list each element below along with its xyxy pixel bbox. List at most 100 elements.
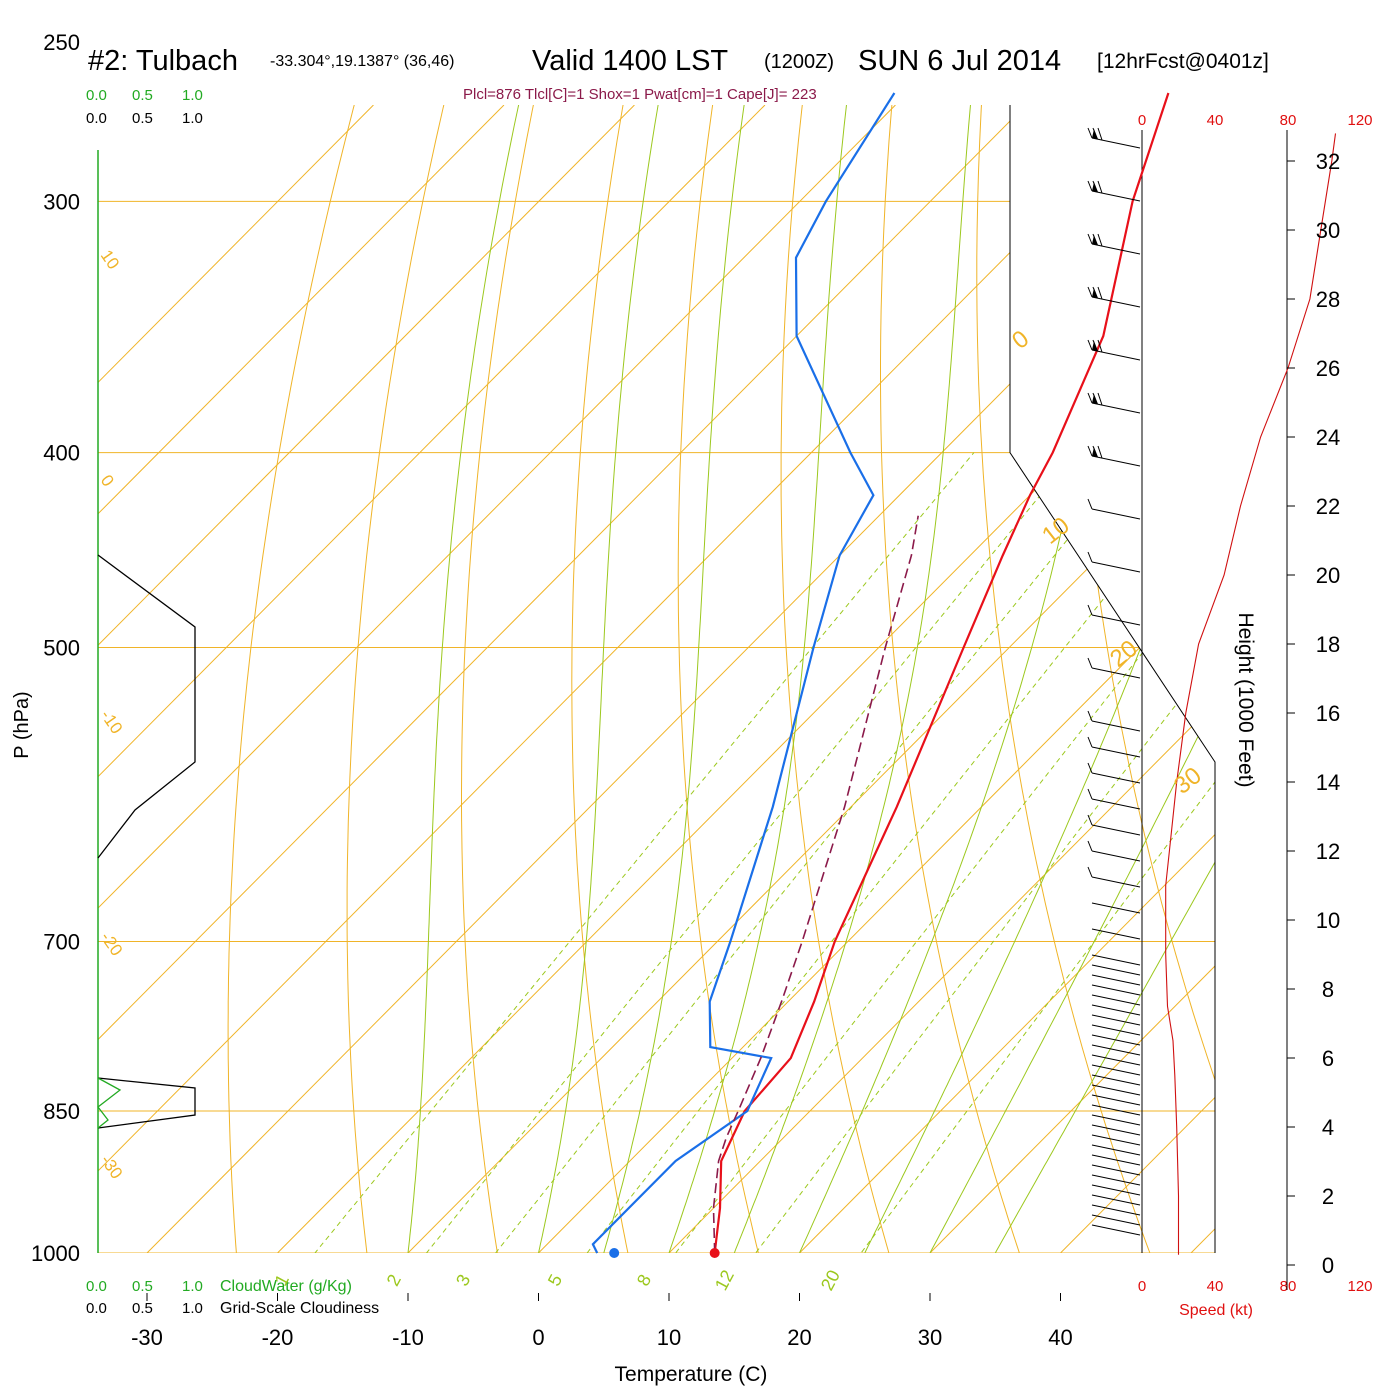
speed-axis-label: Speed (kt) xyxy=(1179,1302,1253,1319)
wind-barb-feather xyxy=(1087,392,1093,404)
pressure-tick-label: 1000 xyxy=(31,1241,80,1266)
cloud-water-line xyxy=(97,1077,122,1129)
height-tick-label: 0 xyxy=(1322,1253,1334,1278)
wind-barb-staff xyxy=(1091,614,1141,626)
wind-barb-staff xyxy=(1091,1224,1141,1236)
station-coords: -33.304°,19.1387° (36,46) xyxy=(270,53,454,70)
pressure-tick-label: 300 xyxy=(43,189,80,214)
wind-barb-staff xyxy=(1091,824,1141,836)
mixing-ratio-line xyxy=(553,452,1215,1253)
adiabat-edge-label: 10 xyxy=(1037,512,1075,550)
wind-barb-staff xyxy=(1091,1024,1141,1036)
x-axis-title: Temperature (C) xyxy=(615,1363,768,1386)
wind-barb-staff xyxy=(1091,137,1141,149)
wind-barb-feather xyxy=(1097,445,1103,459)
isotherm-line xyxy=(277,105,1215,1253)
isotherm-line xyxy=(407,105,1215,1253)
wind-barb-feather xyxy=(1087,840,1093,852)
wind-barb-feather xyxy=(1097,286,1103,300)
wind-barb-staff xyxy=(1091,876,1141,888)
isotherm-line xyxy=(98,105,766,1253)
wind-barb-staff xyxy=(1091,1214,1141,1226)
speed-bottom-tick: 120 xyxy=(1347,1278,1372,1295)
bottom-cloud-tick: 0.0 xyxy=(86,1278,107,1295)
cloudiness-label: Grid-Scale Cloudiness xyxy=(220,1300,379,1317)
station-title: #2: Tulbach xyxy=(88,45,238,77)
wind-barb-staff xyxy=(1091,561,1141,573)
speed-bottom-tick: 80 xyxy=(1280,1278,1297,1295)
wind-barb-pennant xyxy=(1092,182,1098,192)
frame-layer xyxy=(97,105,1288,1290)
valid-date: SUN 6 Jul 2014 xyxy=(858,45,1061,77)
isotherm-edge-label: -20 xyxy=(97,928,127,959)
mixing-ratio-line xyxy=(392,452,1076,1253)
height-tick-label: 30 xyxy=(1316,218,1340,243)
wind-barb-feather xyxy=(1097,233,1103,247)
dry-adiabat-line xyxy=(780,105,903,1253)
dry-adiabat-line xyxy=(976,105,1167,1253)
speed-bottom-tick: 0 xyxy=(1138,1278,1146,1295)
wind-barb-staff xyxy=(1091,1134,1141,1146)
isotherm-edge-label: 10 xyxy=(97,246,123,272)
dry-adiabat-line xyxy=(461,105,555,1253)
wind-barb-staff xyxy=(1091,974,1141,986)
wind-barb-feather xyxy=(1097,180,1103,194)
pressure-tick-label: 850 xyxy=(43,1099,80,1124)
forecast-info: [12hrFcst@0401z] xyxy=(1097,50,1269,73)
top-cloudiness-tick: 1.0 xyxy=(182,110,203,127)
temperature-tick-label: -20 xyxy=(262,1325,294,1350)
wind-barb-staff xyxy=(1091,1014,1141,1026)
moist-adiabat-line xyxy=(668,105,855,1253)
isotherm-line xyxy=(799,105,1215,1253)
wind-barb-staff xyxy=(1091,798,1141,810)
isotherm-edge-label: -30 xyxy=(97,1151,127,1182)
wind-barb-staff xyxy=(1091,850,1141,862)
wind-barb-feather xyxy=(1087,710,1093,722)
bottom-cloudiness-tick: 0.0 xyxy=(86,1300,107,1317)
height-tick-label: 28 xyxy=(1316,287,1340,312)
wind-barb-staff xyxy=(1091,455,1141,467)
mixing-ratio-label: 5 xyxy=(544,1271,566,1289)
mixing-ratio-line xyxy=(642,452,1215,1253)
bottom-cloud-tick: 0.5 xyxy=(132,1278,153,1295)
height-tick-label: 18 xyxy=(1316,632,1340,657)
temperature-tick-label: -10 xyxy=(392,1325,424,1350)
wind-barb-staff xyxy=(1091,720,1141,732)
wind-barb-staff xyxy=(1091,1194,1141,1206)
wind-barb-feather xyxy=(1087,657,1093,669)
isotherm-line xyxy=(98,105,896,1253)
wind-barb-pennant xyxy=(1092,341,1098,351)
wind-barb-staff xyxy=(1091,1174,1141,1186)
wind-barb-feather xyxy=(1087,180,1093,192)
mixing-ratio-line xyxy=(461,452,1139,1253)
top-cloud-tick: 1.0 xyxy=(182,87,203,104)
wind-barb-feather xyxy=(1087,286,1093,298)
wind-barb-staff xyxy=(1091,402,1141,414)
isotherm-line xyxy=(98,105,1157,1253)
surface-temperature-marker xyxy=(709,1248,720,1258)
wind-barb-staff xyxy=(1091,1074,1141,1086)
speed-top-tick: 0 xyxy=(1138,112,1146,129)
temperature-tick-label: 0 xyxy=(532,1325,544,1350)
height-tick-label: 8 xyxy=(1322,977,1334,1002)
height-tick-label: 16 xyxy=(1316,701,1340,726)
top-cloudiness-tick: 0.0 xyxy=(86,110,107,127)
pressure-tick-label: 700 xyxy=(43,929,80,954)
height-axis-title: Height (1000 Feet) xyxy=(1234,612,1257,787)
wind-barb-staff xyxy=(1091,1084,1141,1096)
wind-barb-staff xyxy=(1091,1034,1141,1046)
wind-barb-staff xyxy=(1091,1004,1141,1016)
wind-barb-feather xyxy=(1087,445,1093,457)
height-tick-label: 6 xyxy=(1322,1046,1334,1071)
adiabat-edge-label: 30 xyxy=(1169,762,1207,800)
mixing-ratio-label: 20 xyxy=(817,1267,844,1294)
height-tick-label: 20 xyxy=(1316,563,1340,588)
temperature-tick-label: 30 xyxy=(918,1325,942,1350)
isotherm-line xyxy=(538,105,1215,1253)
wind-speed-profile xyxy=(1165,133,1337,1255)
isotherm-line xyxy=(929,105,1215,1253)
wind-barb-feather xyxy=(1087,551,1093,563)
moist-adiabat-line xyxy=(864,105,1215,1253)
